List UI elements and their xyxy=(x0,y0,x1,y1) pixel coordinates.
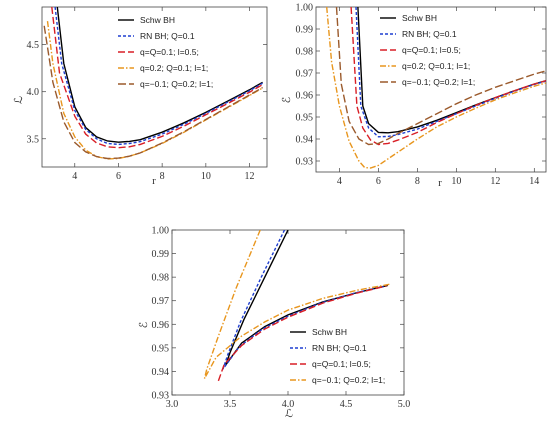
y-axis-label: ℒ xyxy=(13,96,25,104)
y-tick-label: 0.93 xyxy=(296,157,314,168)
y-tick-label: 4.0 xyxy=(27,87,40,98)
plot-frame xyxy=(41,6,268,168)
legend-label: q=−0.1; Q=0.2; l=1; xyxy=(312,375,385,385)
chart-panel-3: 3.0 3.5 4.0 4.5 5.0 0.93 0.94 0.95 0.96 0.97 0.98 0… xyxy=(138,226,410,421)
series-line-2 xyxy=(355,7,546,138)
series-line-2 xyxy=(222,230,387,370)
y-tick-label: 1.00 xyxy=(152,226,170,237)
y-axis-label: ℰ xyxy=(138,321,150,328)
legend-label: q=−0.1; Q=0.2; l=1; xyxy=(402,77,475,87)
y-tick-label: 1.00 xyxy=(296,3,314,14)
y-tick-label: 0.99 xyxy=(152,249,170,260)
series-line-4 xyxy=(203,230,391,379)
series-line-3 xyxy=(51,7,263,149)
series-line-5 xyxy=(335,7,546,146)
x-tick-label: 4.0 xyxy=(282,399,295,410)
x-axis-label: r xyxy=(152,175,156,187)
legend-label: q=Q=0.1; l=0.5; xyxy=(312,359,371,369)
y-tick-label: 4.5 xyxy=(27,40,40,51)
chart-panel-2: 4 6 8 10 12 14 0.93 0.94 0.95 0.96 0.97 0.98 0.99 1.0… xyxy=(281,3,547,189)
series-line-1 xyxy=(56,7,263,143)
y-tick-label: 0.98 xyxy=(152,273,170,284)
legend: Schw BH RN BH; Q=0.1 q=Q=0.1; l=0.5; q=0.2;… xyxy=(118,15,213,89)
y-tick-label: 0.95 xyxy=(296,113,314,124)
legend-label: q=Q=0.1; l=0.5; xyxy=(402,45,461,55)
x-tick-label: 12 xyxy=(490,176,500,187)
legend: Schw BH RN BH; Q=0.1 q=Q=0.1; l=0.5; q=0.2;… xyxy=(380,13,475,87)
x-tick-label: 6 xyxy=(116,171,121,182)
legend: Schw BH RN BH; Q=0.1 q=Q=0.1; l=0.5; q=−0.1… xyxy=(290,327,385,385)
x-tick-label: 10 xyxy=(201,171,211,182)
x-tick-label: 6 xyxy=(376,176,381,187)
x-axis-label: r xyxy=(438,177,442,189)
series-group xyxy=(326,7,546,169)
legend-label: RN BH; Q=0.1 xyxy=(140,31,195,41)
y-tick-label: 0.96 xyxy=(296,91,314,102)
legend-label: q=Q=0.1; l=0.5; xyxy=(140,47,199,57)
y-tick-label: 0.94 xyxy=(152,367,170,378)
plot-frame xyxy=(315,6,547,173)
x-tick-label: 5.0 xyxy=(398,399,411,410)
x-tick-label: 4.5 xyxy=(340,399,353,410)
legend-label: RN BH; Q=0.1 xyxy=(312,343,367,353)
x-tick-label: 12 xyxy=(245,171,255,182)
legend-label: Schw BH xyxy=(312,327,347,337)
x-tick-label: 3.5 xyxy=(224,399,237,410)
series-line-4 xyxy=(46,21,263,160)
x-tick-label: 8 xyxy=(415,176,420,187)
x-axis-label: ℒ xyxy=(285,408,293,420)
y-tick-label: 0.94 xyxy=(296,135,314,146)
series-line-2 xyxy=(54,7,263,146)
series-line-3 xyxy=(350,7,546,146)
y-tick-label: 3.5 xyxy=(27,134,40,145)
y-tick-label: 0.97 xyxy=(152,296,170,307)
x-tick-label: 3.0 xyxy=(166,399,179,410)
legend-label: q=0.2; Q=0.1; l=1; xyxy=(402,61,470,71)
legend-label: q=−0.1; Q=0.2; l=1; xyxy=(140,79,213,89)
y-tick-label: 0.96 xyxy=(152,320,170,331)
legend-label: RN BH; Q=0.1 xyxy=(402,29,457,39)
y-tick-label: 0.98 xyxy=(296,47,314,58)
x-tick-label: 8 xyxy=(160,171,165,182)
y-tick-label: 0.99 xyxy=(296,25,314,36)
y-tick-label: 0.95 xyxy=(152,343,170,354)
x-tick-label: 10 xyxy=(451,176,461,187)
y-tick-label: 0.93 xyxy=(152,391,170,402)
y-axis-label: ℰ xyxy=(281,96,293,103)
series-line-4 xyxy=(326,7,546,169)
x-tick-label: 4 xyxy=(337,176,342,187)
series-group xyxy=(203,230,391,382)
legend-label: Schw BH xyxy=(402,13,437,23)
series-line-3 xyxy=(217,285,387,382)
x-tick-label: 14 xyxy=(529,176,539,187)
chart-panel-1: 4 6 8 10 12 3.5 4.0 4.5 r ℒ Schw BH RN BH; Q=0.1 q=Q… xyxy=(13,6,268,187)
legend-label: Schw BH xyxy=(140,15,175,25)
series-group xyxy=(43,7,263,160)
legend-label: q=0.2; Q=0.1; l=1; xyxy=(140,63,208,73)
y-tick-label: 0.97 xyxy=(296,69,314,80)
series-line-5 xyxy=(43,25,263,160)
x-tick-label: 4 xyxy=(72,171,77,182)
